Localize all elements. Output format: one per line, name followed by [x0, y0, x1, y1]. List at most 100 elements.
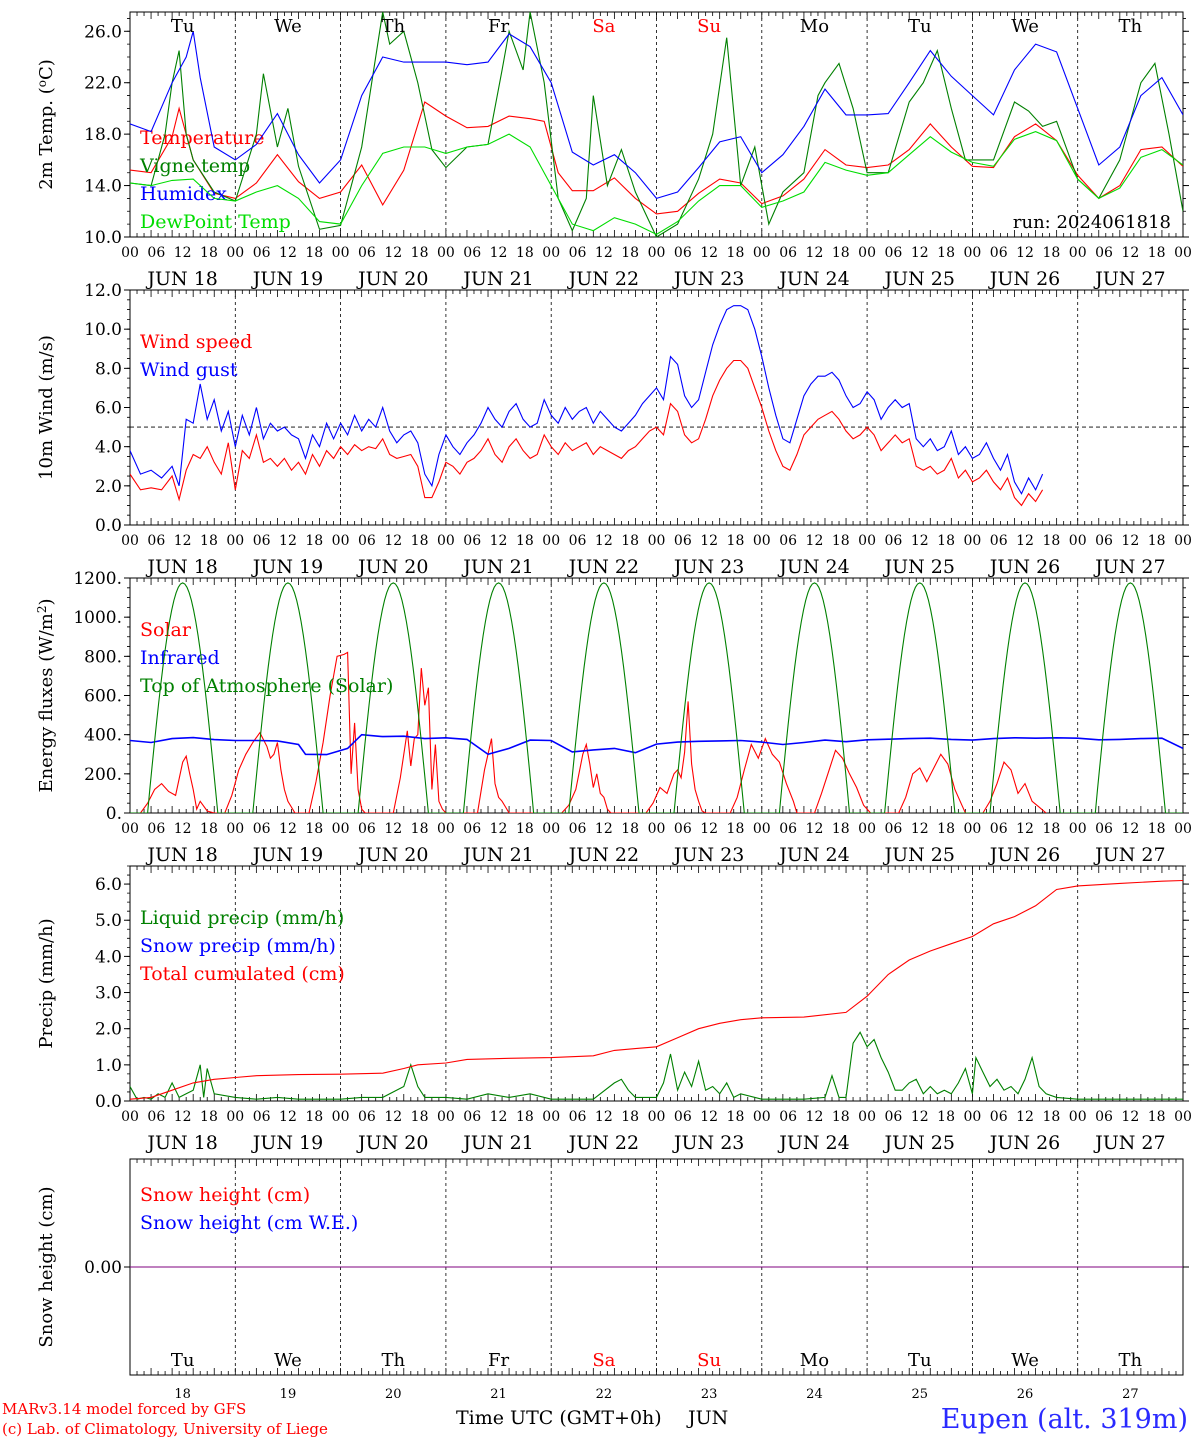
series-line-top-of-atmosphere-solar- [130, 582, 1183, 813]
y-tick-label: 0.0 [95, 1092, 122, 1112]
x-minor-ticks [129, 12, 1184, 237]
date-label: JUN 19 [251, 556, 323, 578]
series-line-dewpoint-temp [130, 131, 1183, 236]
hour-tick-label: 00 [121, 245, 139, 261]
hour-tick-label: 06 [358, 245, 376, 261]
hour-tick-label: 18 [516, 1109, 534, 1125]
hour-tick-label: 06 [779, 1109, 797, 1125]
hour-tick-label: 12 [174, 245, 192, 261]
x-minor-ticks [129, 290, 1184, 525]
hour-tick-label: 06 [358, 533, 376, 549]
hour-tick-label: 00 [858, 245, 876, 261]
series-line-wind-speed [130, 359, 1044, 507]
location-label: Eupen (alt. 319m) [941, 1404, 1188, 1435]
hour-tick-label: 12 [1016, 1109, 1034, 1125]
hour-tick-label: 06 [463, 245, 481, 261]
hour-tick-label: 18 [516, 245, 534, 261]
date-label: JUN 20 [356, 268, 428, 290]
date-label: JUN 21 [461, 1132, 533, 1154]
hour-tick-label: 12 [595, 821, 613, 837]
hour-tick-label: 00 [332, 533, 350, 549]
date-label: JUN 22 [567, 844, 639, 866]
day-name-bottom: Su [697, 1350, 721, 1371]
hour-tick-label: 12 [911, 821, 929, 837]
hour-tick-label: 18 [1042, 1109, 1060, 1125]
hour-tick-label: 12 [384, 533, 402, 549]
y-tick-label: 400. [84, 726, 122, 746]
y-tick-label: 600. [84, 687, 122, 707]
hour-tick-label: 06 [253, 533, 271, 549]
legend-entry: Humidex [140, 183, 227, 205]
hour-tick-label: 00 [753, 245, 771, 261]
hour-tick-label: 12 [279, 245, 297, 261]
hour-tick-label: 12 [1016, 821, 1034, 837]
hour-tick-label: 00 [858, 1109, 876, 1125]
date-label: JUN 25 [883, 556, 955, 578]
hour-tick-label: 00 [121, 533, 139, 549]
panels: 10.0 14.0 18.0 22.0 26.0 2m Temp. (oC) Tempera… [35, 11, 1192, 1402]
hour-tick-label: 06 [885, 533, 903, 549]
hour-tick-label: 06 [253, 1109, 271, 1125]
hour-tick-label: 12 [806, 245, 824, 261]
date-label: JUN 24 [777, 1132, 849, 1154]
y-tick-label: 2.0 [95, 477, 122, 497]
hour-tick-label: 18 [200, 533, 218, 549]
hour-tick-label: 06 [674, 245, 692, 261]
day-name: Fr [488, 16, 509, 37]
legend-entry: Wind speed [140, 331, 252, 353]
hour-tick-label: 12 [911, 245, 929, 261]
hour-tick-label: 00 [226, 821, 244, 837]
hour-tick-label: 18 [1148, 1109, 1166, 1125]
panel-wind: 0.0 2.0 4.0 6.0 8.0 10.0 12.0 10m Wind (m/s) Win… [36, 281, 1192, 578]
y-tick-label: 10.0 [84, 228, 122, 248]
plot-frame [129, 11, 1184, 238]
date-label: JUN 27 [1093, 268, 1165, 290]
footer: MARv3.14 model forced by GFS (c) Lab. of… [2, 1400, 1188, 1438]
hour-tick-label: 12 [1121, 245, 1139, 261]
hour-tick-label: 06 [779, 821, 797, 837]
hour-tick-label: 06 [1095, 533, 1113, 549]
hour-tick-label: 18 [305, 821, 323, 837]
hour-tick-label: 18 [1042, 821, 1060, 837]
model-credit: MARv3.14 model forced by GFS [2, 1400, 246, 1418]
hour-tick-label: 00 [121, 1109, 139, 1125]
date-label: JUN 24 [777, 556, 849, 578]
legend-entry: Vigne temp [139, 155, 250, 177]
hour-tick-label: 12 [700, 245, 718, 261]
hour-tick-label: 12 [279, 821, 297, 837]
date-label: JUN 19 [251, 268, 323, 290]
y-minor-ticks [127, 577, 1186, 814]
hour-tick-label: 00 [1069, 1109, 1087, 1125]
day-name: Tu [171, 16, 195, 37]
y-tick-label: 0. [106, 804, 122, 824]
day-name-bottom: Tu [171, 1350, 195, 1371]
hour-tick-label: 12 [700, 533, 718, 549]
hour-tick-label: 18 [411, 1109, 429, 1125]
hour-tick-label: 00 [542, 821, 560, 837]
panel-temperature: 10.0 14.0 18.0 22.0 26.0 2m Temp. (oC) Tempera… [35, 11, 1192, 290]
hour-tick-label: 06 [358, 821, 376, 837]
hour-tick-label: 12 [490, 533, 508, 549]
y-tick-label: 8.0 [95, 359, 122, 379]
date-label: JUN 20 [356, 1132, 428, 1154]
day-name: Mo [800, 16, 829, 37]
hour-tick-label: 18 [621, 821, 639, 837]
day-number: 22 [596, 1387, 613, 1402]
y-tick-label: 14.0 [84, 177, 122, 197]
day-number: 23 [701, 1387, 718, 1402]
hour-tick-label: 18 [832, 821, 850, 837]
hour-tick-label: 18 [305, 533, 323, 549]
hour-tick-label: 00 [858, 821, 876, 837]
date-label: JUN 26 [988, 844, 1060, 866]
legend-entry: Temperature [140, 127, 264, 149]
y-axis-label: Energy fluxes (W/m2) [35, 598, 57, 792]
hour-tick-label: 12 [384, 1109, 402, 1125]
date-label: JUN 18 [145, 1132, 217, 1154]
date-label: JUN 27 [1093, 556, 1165, 578]
hour-tick-label: 06 [463, 533, 481, 549]
legend-entry: Infrared [140, 647, 220, 669]
date-label: JUN 21 [461, 268, 533, 290]
hour-tick-label: 00 [1069, 821, 1087, 837]
hour-tick-label: 12 [1121, 821, 1139, 837]
hour-tick-label: 00 [226, 245, 244, 261]
